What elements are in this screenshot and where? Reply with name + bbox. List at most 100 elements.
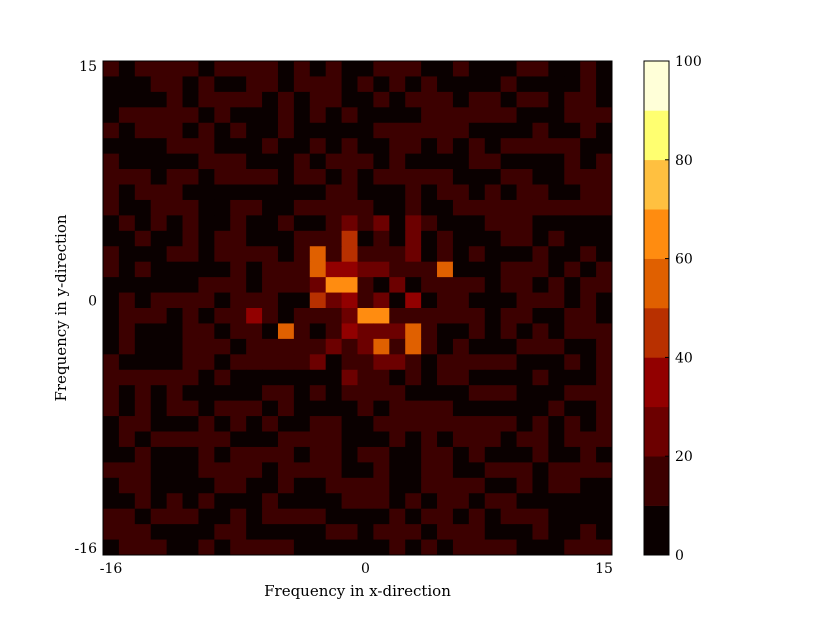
heatmap-cell (548, 369, 565, 386)
heatmap-cell (452, 338, 470, 355)
heatmap-cell (341, 431, 358, 448)
heatmap-cell (548, 524, 565, 540)
heatmap-cell (150, 169, 168, 185)
heatmap-cell (166, 153, 183, 170)
heatmap-cell (532, 477, 549, 494)
heatmap-cell (262, 431, 279, 448)
colorbar-tick-label: 0 (675, 548, 684, 564)
heatmap-cell (548, 184, 565, 201)
heatmap-cell (262, 261, 279, 278)
heatmap-cell (405, 292, 422, 309)
heatmap-cell (166, 308, 183, 324)
heatmap-cell (230, 261, 247, 278)
heatmap-cell (325, 122, 342, 139)
heatmap-cell (405, 61, 422, 77)
y-axis-label: Frequency in y-direction (52, 214, 70, 401)
heatmap-cell (166, 76, 183, 93)
heatmap-cell (468, 261, 486, 278)
heatmap-cell (596, 354, 613, 371)
heatmap-cell (484, 91, 502, 108)
heatmap-cell (405, 446, 422, 463)
heatmap-cell (325, 107, 342, 124)
heatmap-cell (198, 169, 215, 185)
heatmap-cell (373, 539, 390, 556)
heatmap-cell (452, 493, 470, 510)
heatmap-cell (214, 107, 231, 124)
heatmap-cell (150, 431, 168, 448)
heatmap-cell (262, 91, 279, 108)
heatmap-cell (198, 446, 215, 463)
heatmap-cell (182, 508, 199, 525)
heatmap-cell (198, 261, 215, 278)
heatmap-cell (214, 61, 231, 77)
heatmap-cell (580, 61, 597, 77)
heatmap-cell (484, 539, 502, 556)
heatmap-cell (532, 169, 549, 185)
heatmap-cell (532, 138, 549, 155)
heatmap-cell (182, 76, 199, 93)
heatmap-cell (230, 292, 247, 309)
heatmap-cell (405, 323, 422, 340)
heatmap-cell (277, 153, 295, 170)
heatmap-cell (548, 400, 565, 417)
heatmap-cell (389, 261, 406, 278)
plot-frame (102, 60, 613, 556)
heatmap-cell (580, 199, 597, 216)
heatmap-cell (182, 385, 199, 402)
heatmap-cell (389, 153, 406, 170)
heatmap-cell (150, 416, 168, 432)
heatmap-cell (182, 107, 199, 124)
heatmap-cell (293, 277, 311, 293)
heatmap-cell (580, 539, 597, 556)
heatmap-cell (134, 91, 152, 108)
heatmap-cell (532, 199, 549, 216)
heatmap-cell (580, 76, 597, 93)
heatmap-cell (484, 524, 502, 540)
heatmap-cell (389, 462, 406, 479)
heatmap-cell (103, 230, 120, 247)
heatmap-cell (421, 153, 438, 170)
heatmap-cell (262, 277, 279, 293)
heatmap-cell (150, 508, 168, 525)
heatmap-cell (452, 477, 470, 494)
heatmap-cell (564, 199, 581, 216)
heatmap-cell (564, 261, 581, 278)
heatmap-cell (150, 107, 168, 124)
heatmap-cell (516, 107, 533, 124)
heatmap-cell (103, 61, 120, 77)
heatmap-cell (532, 61, 549, 77)
heatmap-cell (150, 477, 168, 494)
heatmap-cell (182, 338, 199, 355)
heatmap-cell (500, 91, 517, 108)
heatmap-cell (564, 369, 581, 386)
heatmap-cell (230, 91, 247, 108)
heatmap-cell (309, 354, 327, 371)
heatmap-cell (309, 169, 327, 185)
heatmap-cell (468, 246, 486, 263)
heatmap-cell (103, 431, 120, 448)
heatmap-cell (198, 246, 215, 263)
heatmap-cell (277, 138, 295, 155)
colorbar-segment (644, 308, 669, 358)
heatmap-cell (373, 385, 390, 402)
heatmap-cell (596, 493, 613, 510)
heatmap-cell (214, 261, 231, 278)
heatmap-cell (262, 323, 279, 340)
heatmap-cell (500, 230, 517, 247)
heatmap-cell (500, 508, 517, 525)
heatmap-cell (437, 539, 454, 556)
heatmap-cell (484, 308, 502, 324)
heatmap-cell (150, 153, 168, 170)
heatmap-cell (564, 446, 581, 463)
heatmap-cell (277, 477, 295, 494)
heatmap-cell (246, 431, 263, 448)
heatmap-cell (103, 169, 120, 185)
colorbar-tick-label: 40 (675, 350, 693, 366)
heatmap-cell (166, 169, 183, 185)
heatmap-cell (580, 338, 597, 355)
heatmap-cell (357, 323, 374, 340)
heatmap-cell (103, 493, 120, 510)
heatmap-cell (309, 338, 327, 355)
heatmap-cell (532, 215, 549, 232)
heatmap-cell (437, 431, 454, 448)
